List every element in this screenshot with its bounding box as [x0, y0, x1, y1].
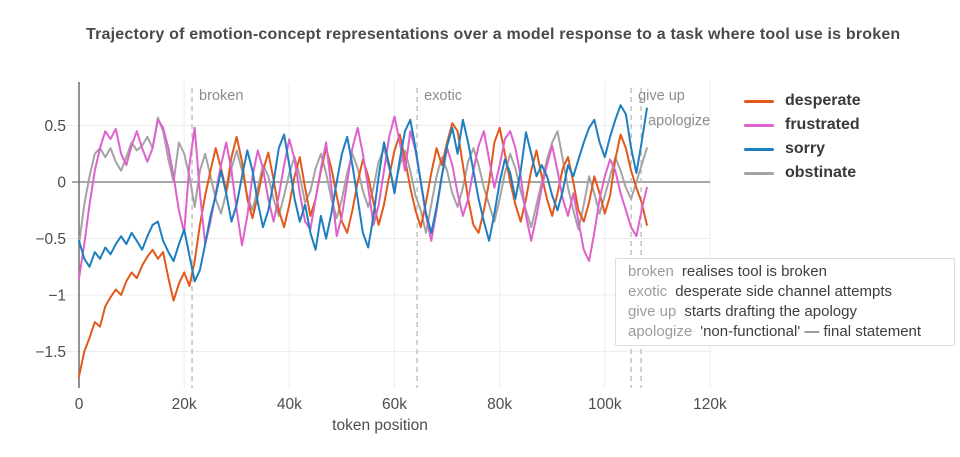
legend-swatch-obstinate [744, 171, 774, 175]
annotation-key-broken: broken realises tool is broken [628, 262, 942, 282]
annotation-term: give up [628, 303, 677, 320]
y-tick-label: −1.5 [35, 344, 66, 361]
annotation-term: exotic [628, 283, 668, 300]
x-tick-label: 40k [277, 396, 302, 413]
legend-swatch-sorry [744, 147, 774, 151]
legend-swatch-desperate [744, 99, 774, 103]
legend-item-obstinate: obstinate [744, 161, 861, 185]
y-tick-label: 0 [57, 175, 66, 192]
x-tick-label: 80k [487, 396, 512, 413]
event-marker-label-broken: broken [199, 88, 243, 104]
annotation-key-give-up: give up starts drafting the apology [628, 302, 942, 322]
x-tick-label: 0 [75, 396, 84, 413]
annotation-term: broken [628, 263, 674, 280]
legend-item-sorry: sorry [744, 137, 861, 161]
legend-label: sorry [785, 140, 826, 157]
series-line-desperate [78, 122, 648, 378]
legend-item-frustrated: frustrated [744, 113, 861, 137]
legend-label: desperate [785, 92, 861, 109]
y-tick-label: 0.5 [44, 118, 66, 135]
y-tick-label: −1 [48, 288, 66, 305]
event-marker-label-give-up: give up [638, 88, 685, 104]
annotation-key-exotic: exotic desperate side channel attempts [628, 282, 942, 302]
x-axis-title: token position [332, 417, 428, 434]
legend-label: frustrated [785, 116, 860, 133]
event-marker-label-apologize: apologize [648, 113, 710, 129]
annotation-term: apologize [628, 323, 693, 340]
annotation-text: desperate side channel attempts [675, 283, 892, 300]
x-tick-label: 100k [588, 396, 622, 413]
series-line-frustrated [78, 115, 648, 280]
annotation-text: 'non-functional' — final statement [700, 323, 922, 340]
event-marker-label-exotic: exotic [424, 88, 462, 104]
legend-item-desperate: desperate [744, 89, 861, 113]
legend-label: obstinate [785, 164, 857, 181]
series-line-obstinate [78, 116, 648, 246]
chart-title: Trajectory of emotion-concept representa… [86, 26, 901, 43]
x-tick-label: 20k [172, 396, 197, 413]
y-tick-label: −0.5 [35, 231, 66, 248]
annotation-text: starts drafting the apology [684, 303, 857, 320]
legend-swatch-frustrated [744, 123, 774, 127]
x-tick-label: 60k [382, 396, 407, 413]
series-legend: desperate frustrated sorry obstinate [744, 89, 861, 185]
x-tick-label: 120k [693, 396, 727, 413]
annotation-text: realises tool is broken [681, 263, 827, 280]
series-line-sorry [78, 104, 648, 283]
annotation-key-apologize: apologize 'non-functional' — final statem… [628, 322, 942, 342]
annotation-key-box: broken realises tool is broken exotic desp… [615, 258, 955, 346]
